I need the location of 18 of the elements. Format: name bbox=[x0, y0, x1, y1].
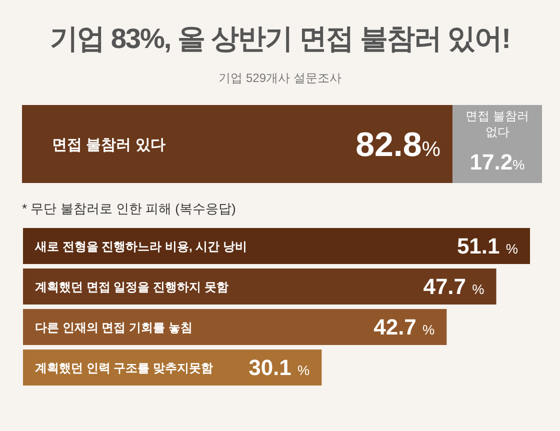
series-label: 면접 불참러 없다 bbox=[466, 109, 529, 140]
data-label: 17.2% bbox=[470, 150, 525, 175]
chart-title: * 무단 불참러로 인한 피해 (복수응답) bbox=[22, 200, 236, 218]
chart-subtitle: 기업 529개사 설문조사 bbox=[218, 70, 342, 87]
bar bbox=[23, 268, 496, 304]
data-label: 47.7 % bbox=[423, 274, 484, 300]
data-label: 30.1 % bbox=[248, 355, 310, 380]
y-tick-label: 새로 전형을 진행하느라 비용, 시간 낭비 bbox=[34, 239, 248, 254]
y-tick-label: 계획했던 인력 구조를 맞추지못함 bbox=[35, 360, 214, 375]
bar bbox=[23, 228, 530, 264]
y-tick-label: 다른 인재의 면접 기회를 놓침 bbox=[35, 320, 192, 334]
series-label: 면접 불참러 있다 bbox=[52, 136, 166, 154]
data-label: 42.7 % bbox=[374, 314, 435, 340]
y-tick-label: 계획했던 면접 일정을 진행하지 못함 bbox=[35, 280, 228, 294]
data-label: 82.8% bbox=[356, 126, 441, 164]
chart-title: 기업 83%, 올 상반기 면접 불참러 있어! bbox=[49, 22, 511, 56]
bar bbox=[23, 309, 447, 345]
data-label: 51.1 % bbox=[456, 234, 518, 259]
